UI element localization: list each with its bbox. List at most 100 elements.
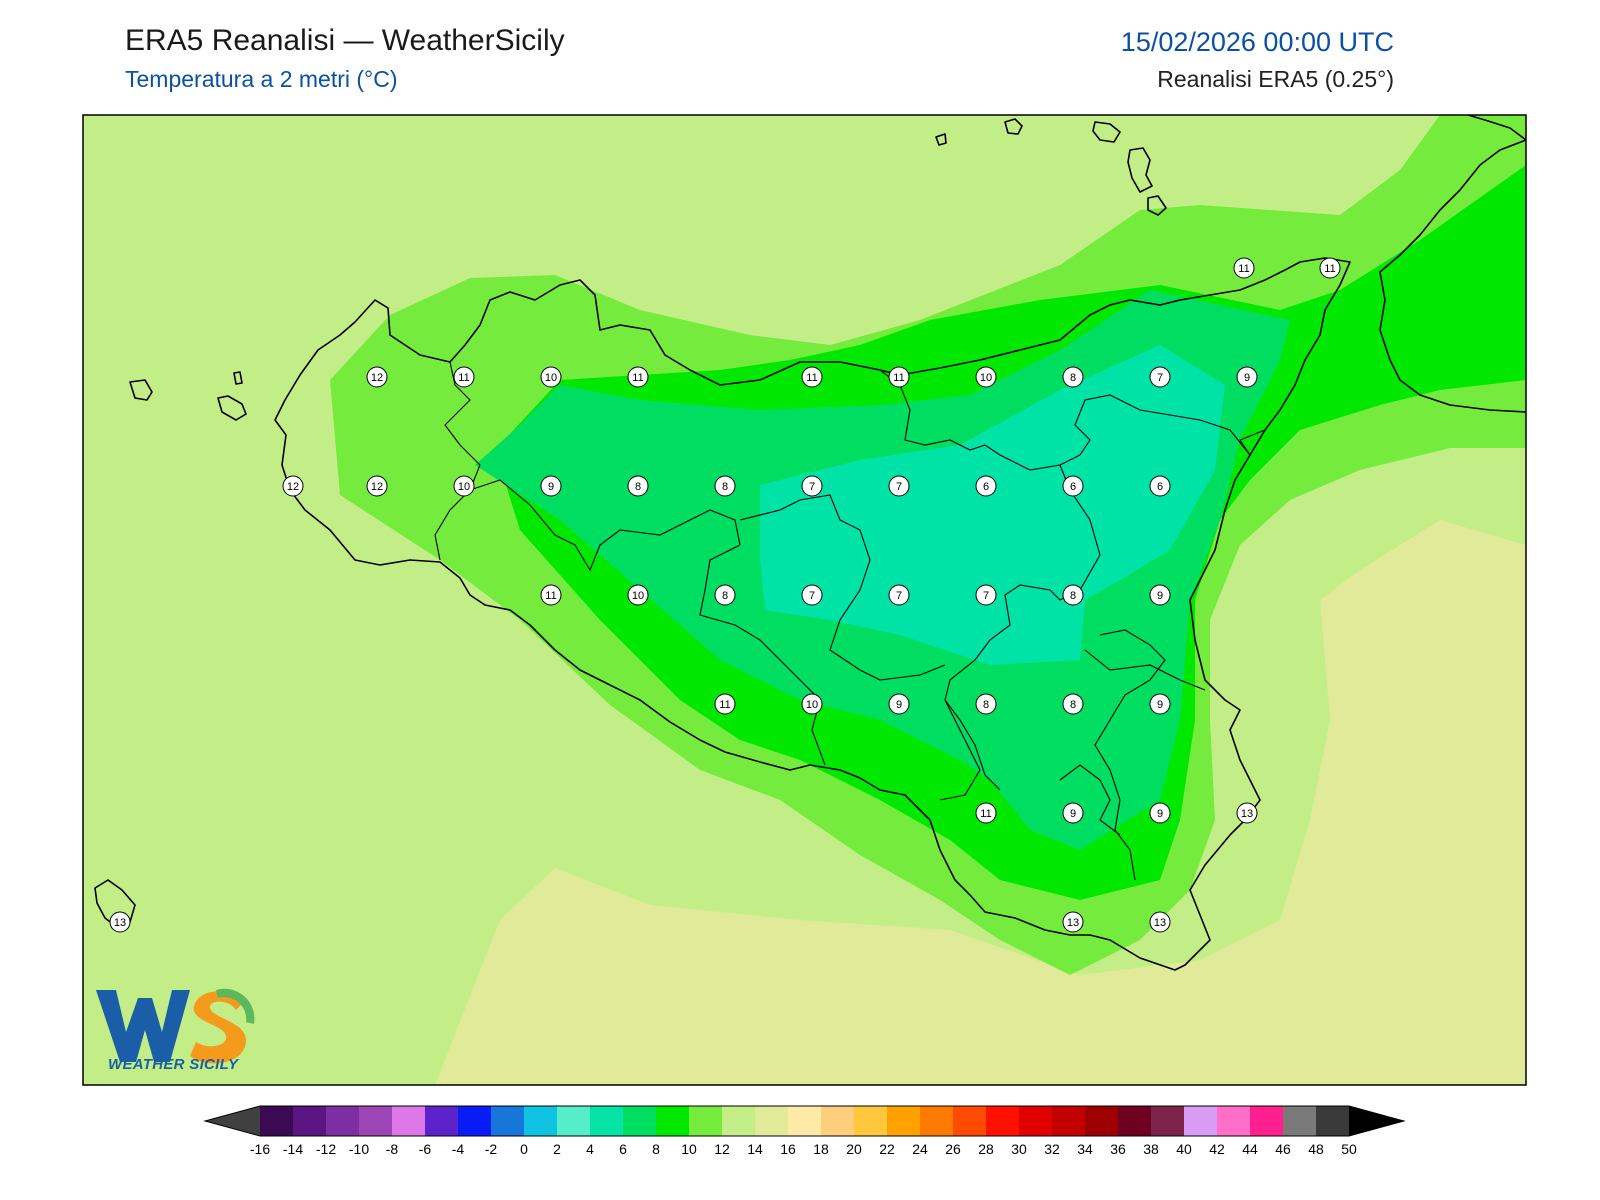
station-marker-circle xyxy=(1233,257,1255,279)
weathersicily-logo xyxy=(96,988,255,1064)
station-value: 9 xyxy=(1157,808,1163,820)
station-marker-circle xyxy=(975,693,997,715)
station-marker: 8 xyxy=(714,475,736,497)
station-value: 9 xyxy=(548,481,554,493)
border-trapani-palermo xyxy=(434,361,481,561)
colorbar-tick-label: 18 xyxy=(813,1141,829,1157)
data-source: Reanalisi ERA5 (0.25°) xyxy=(1157,66,1394,92)
colorbar-swatch xyxy=(1283,1106,1317,1136)
border-caltanissetta-ragusa xyxy=(939,699,981,801)
station-value: 13 xyxy=(114,917,126,929)
colorbar-tick-label: 6 xyxy=(619,1141,627,1157)
field-5-6 xyxy=(1010,445,1180,502)
station-marker-circle xyxy=(366,366,388,388)
station-marker-circle xyxy=(975,802,997,824)
logo-sun-icon xyxy=(216,988,255,1024)
station-marker: 9 xyxy=(1149,693,1171,715)
border-caltanissetta-enna xyxy=(739,494,946,681)
colorbar-tick-label: 4 xyxy=(586,1141,594,1157)
station-value: 8 xyxy=(1070,699,1076,711)
station-marker: 11 xyxy=(627,366,649,388)
station-marker: 11 xyxy=(540,584,562,606)
station-value: 6 xyxy=(1070,481,1076,493)
station-marker: 7 xyxy=(975,584,997,606)
station-value: 11 xyxy=(719,699,730,711)
station-marker-circle xyxy=(975,366,997,388)
colorbar-tick-label: 0 xyxy=(520,1141,528,1157)
colorbar-tick-label: 24 xyxy=(912,1141,928,1157)
colorbar-swatch xyxy=(425,1106,459,1136)
station-marker: 9 xyxy=(1062,802,1084,824)
station-marker: 13 xyxy=(1149,911,1171,933)
colorbar-swatch xyxy=(359,1106,393,1136)
colorbar-tick-label: 44 xyxy=(1242,1141,1258,1157)
station-value: 8 xyxy=(983,699,989,711)
colorbar-swatch xyxy=(887,1106,921,1136)
station-marker: 11 xyxy=(1319,257,1341,279)
colorbar-swatch xyxy=(458,1106,492,1136)
colorbar-tick-label: 42 xyxy=(1209,1141,1225,1157)
station-value: 13 xyxy=(1154,917,1166,929)
station-marker-circle xyxy=(1236,366,1258,388)
station-marker: 10 xyxy=(627,584,649,606)
colorbar-swatch xyxy=(788,1106,822,1136)
station-marker: 8 xyxy=(1062,366,1084,388)
colorbar-swatch xyxy=(557,1106,591,1136)
station-marker-circle xyxy=(714,584,736,606)
station-value: 11 xyxy=(980,808,991,820)
station-marker-circle xyxy=(801,475,823,497)
station-marker-circle xyxy=(1062,802,1084,824)
station-value: 11 xyxy=(545,590,556,602)
coastlines xyxy=(94,114,1527,971)
station-marker-circle xyxy=(1149,802,1171,824)
colorbar-swatch xyxy=(623,1106,657,1136)
station-marker-circle xyxy=(888,584,910,606)
station-marker-circle xyxy=(975,584,997,606)
colorbar-swatch xyxy=(920,1106,954,1136)
station-value: 7 xyxy=(809,481,815,493)
colorbar-swatch xyxy=(1184,1106,1218,1136)
station-value: 7 xyxy=(809,590,815,602)
station-value: 13 xyxy=(1241,808,1253,820)
station-marker: 10 xyxy=(540,366,562,388)
calabria-north-coast xyxy=(1467,114,1527,141)
station-value: 12 xyxy=(287,481,299,493)
station-marker: 13 xyxy=(109,911,131,933)
colorbar-swatch xyxy=(1118,1106,1152,1136)
station-marker-circle xyxy=(1149,584,1171,606)
station-marker: 11 xyxy=(888,366,910,388)
station-value: 11 xyxy=(1324,263,1335,275)
colorbar-swatch xyxy=(953,1106,987,1136)
station-marker-circle xyxy=(1062,911,1084,933)
colorbar-swatch xyxy=(1250,1106,1284,1136)
colorbar-tick-label: -2 xyxy=(485,1141,498,1157)
station-marker-circle xyxy=(109,911,131,933)
colorbar-tick-label: -14 xyxy=(283,1141,303,1157)
station-value: 9 xyxy=(1244,372,1250,384)
colorbar-swatch xyxy=(491,1106,525,1136)
station-marker-circle xyxy=(1149,911,1171,933)
border-messina-catania xyxy=(1239,429,1266,456)
station-marker-circle xyxy=(453,366,475,388)
colorbar-swatch xyxy=(755,1106,789,1136)
station-value: 10 xyxy=(458,481,470,493)
colorbar-swatch xyxy=(293,1106,327,1136)
station-marker: 13 xyxy=(1236,802,1258,824)
colorbar-swatch xyxy=(854,1106,888,1136)
border-palermo-agrigento xyxy=(469,479,741,572)
colorbar-tick-label: -10 xyxy=(349,1141,369,1157)
colorbar-swatch xyxy=(392,1106,426,1136)
colorbar-tick-label: 46 xyxy=(1275,1141,1291,1157)
station-marker-circle xyxy=(888,693,910,715)
station-value: 7 xyxy=(896,481,902,493)
colorbar-tick-label: 8 xyxy=(652,1141,660,1157)
station-value: 6 xyxy=(1157,481,1163,493)
valid-datetime: 15/02/2026 00:00 UTC xyxy=(1120,27,1394,57)
station-marker: 11 xyxy=(453,366,475,388)
colorbar-tick-label: 36 xyxy=(1110,1141,1126,1157)
station-markers: 11 11 12 11 10 11 11 11 10 8 7 9 12 12 10 9 8 8 7 7 6 6 6 11 10 8… xyxy=(109,257,1341,933)
island-levanzo xyxy=(217,395,247,421)
station-marker: 8 xyxy=(975,693,997,715)
station-value: 10 xyxy=(980,372,992,384)
border-enna-catania xyxy=(984,394,1251,471)
